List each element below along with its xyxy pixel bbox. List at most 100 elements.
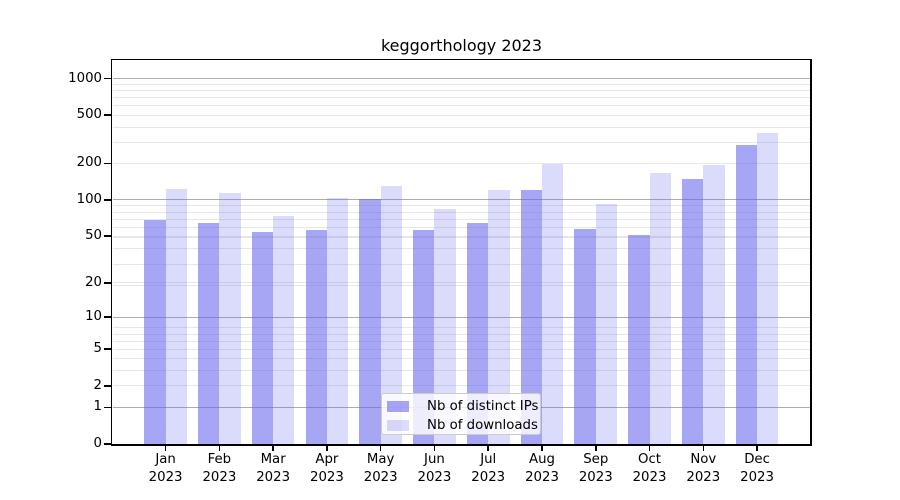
bar-downloads-nov xyxy=(703,165,725,444)
legend-swatch-distinct-ips xyxy=(387,400,409,412)
y-tick-label: 200 xyxy=(76,155,102,171)
y-gridline-minor xyxy=(113,282,810,284)
x-tick-label: Nov 2023 xyxy=(671,451,735,487)
x-label-month: Mar xyxy=(260,452,286,467)
x-tick xyxy=(756,445,758,451)
y-tick xyxy=(104,199,111,201)
bar-ips-mar xyxy=(251,232,274,444)
y-tick-label: 1000 xyxy=(68,70,102,86)
y-gridline-minor xyxy=(113,340,810,342)
x-tick-label: Jul 2023 xyxy=(456,451,520,487)
y-gridline-minor xyxy=(113,218,810,220)
x-label-month: Sep xyxy=(583,452,609,467)
x-label-year: 2023 xyxy=(525,470,559,485)
y-tick-label: 5 xyxy=(93,341,102,357)
x-label-year: 2023 xyxy=(686,470,721,485)
y-gridline-major xyxy=(113,199,810,201)
y-gridline-minor xyxy=(113,285,810,287)
x-label-year: 2023 xyxy=(202,470,237,485)
legend-swatch-downloads xyxy=(387,419,409,431)
x-label-month: May xyxy=(366,452,395,467)
y-tick xyxy=(104,282,111,284)
y-gridline-minor xyxy=(113,235,810,237)
x-tick-label: Jan 2023 xyxy=(134,451,198,487)
bar-ips-jul xyxy=(466,223,489,444)
x-label-month: Oct xyxy=(638,452,662,467)
bar-ips-apr xyxy=(305,230,327,444)
y-gridline-minor xyxy=(113,105,810,107)
x-tick xyxy=(379,445,382,451)
y-tick xyxy=(104,443,111,445)
x-tick-label: Sep 2023 xyxy=(564,451,628,487)
bar-downloads-oct xyxy=(649,172,671,444)
x-tick xyxy=(702,445,705,451)
y-tick xyxy=(104,316,111,318)
bar-downloads-feb xyxy=(219,193,241,444)
x-tick xyxy=(487,445,489,451)
bar-ips-aug xyxy=(520,190,542,444)
legend: Nb of distinct IPs Nb of downloads xyxy=(381,393,541,435)
y-gridline-minor xyxy=(113,114,810,116)
y-tick xyxy=(104,162,111,165)
bar-downloads-aug xyxy=(541,164,564,444)
y-tick xyxy=(104,348,111,350)
x-label-month: Jun xyxy=(424,452,445,467)
y-tick xyxy=(104,114,111,116)
bar-ips-oct xyxy=(628,234,650,444)
y-gridline-minor xyxy=(113,205,810,207)
x-label-year: 2023 xyxy=(632,470,667,485)
y-tick-label: 10 xyxy=(85,309,102,325)
bar-downloads-jun xyxy=(434,208,456,444)
x-tick xyxy=(326,445,328,451)
bar-ips-jun xyxy=(413,230,435,444)
x-label-month: Apr xyxy=(315,452,339,467)
y-gridline-minor xyxy=(113,358,810,360)
x-label-year: 2023 xyxy=(309,470,344,485)
y-tick xyxy=(104,406,111,409)
x-label-year: 2023 xyxy=(740,470,774,485)
y-gridline-minor xyxy=(113,162,810,164)
y-tick-label: 50 xyxy=(85,228,102,244)
x-label-month: Jul xyxy=(480,452,497,467)
x-tick xyxy=(272,445,274,451)
x-tick xyxy=(433,445,436,451)
y-gridline-minor xyxy=(113,83,810,85)
x-tick-label: Aug 2023 xyxy=(510,451,574,487)
y-gridline-minor xyxy=(113,348,810,350)
y-gridline-minor xyxy=(113,248,810,250)
x-tick-label: May 2023 xyxy=(349,451,413,487)
x-tick xyxy=(541,445,543,451)
x-label-year: 2023 xyxy=(417,470,452,485)
y-gridline-minor xyxy=(113,333,810,335)
y-tick-label: 100 xyxy=(76,191,102,207)
y-tick-label: 1 xyxy=(93,399,102,415)
right-spine xyxy=(810,58,812,446)
x-label-year: 2023 xyxy=(578,470,613,485)
x-label-month: Jan xyxy=(155,452,176,467)
x-tick-label: Feb 2023 xyxy=(187,451,251,487)
y-tick-label: 2 xyxy=(93,377,102,393)
x-tick-label: Oct 2023 xyxy=(618,451,682,487)
x-tick-label: Jun 2023 xyxy=(402,451,466,487)
bar-downloads-apr xyxy=(326,197,349,444)
x-label-year: 2023 xyxy=(256,470,291,485)
top-spine xyxy=(110,58,812,60)
y-gridline-minor xyxy=(113,370,810,372)
y-gridline-minor xyxy=(113,327,810,329)
y-tick-label: 0 xyxy=(93,436,102,451)
legend-item-downloads: Nb of downloads xyxy=(387,416,540,434)
bar-downloads-may xyxy=(380,186,402,444)
bottom-spine xyxy=(110,444,812,446)
bar-ips-nov xyxy=(682,179,704,444)
x-label-year: 2023 xyxy=(363,470,398,485)
bar-downloads-dec xyxy=(757,133,779,444)
y-gridline-minor xyxy=(113,141,810,143)
y-tick-label: 20 xyxy=(85,274,102,290)
x-label-month: Feb xyxy=(207,452,232,467)
y-gridline-major xyxy=(113,316,810,318)
bar-ips-feb xyxy=(198,223,220,444)
y-gridline-minor xyxy=(113,211,810,213)
y-tick xyxy=(104,385,111,387)
x-label-year: 2023 xyxy=(148,470,183,485)
x-tick-label: Apr 2023 xyxy=(295,451,359,487)
